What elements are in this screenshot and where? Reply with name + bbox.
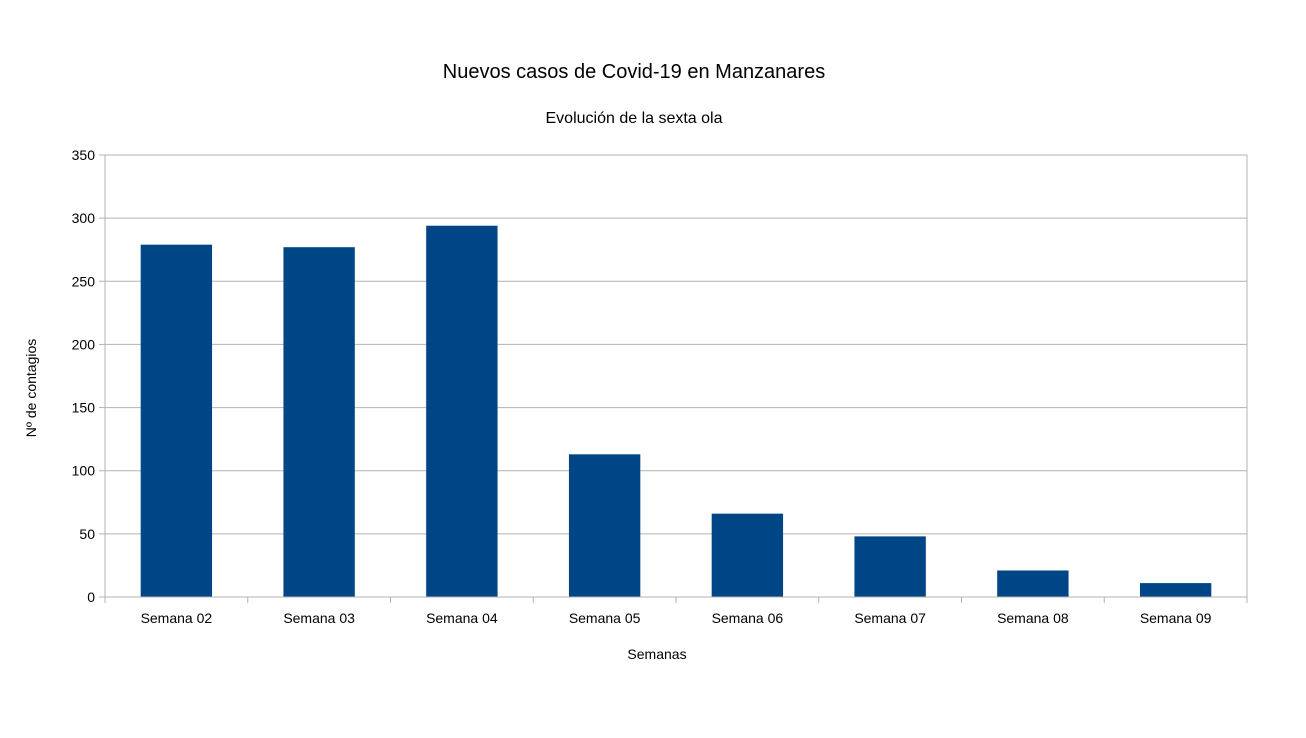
x-tick-labels: Semana 02 Semana 03 Semana 04 Semana 05 Sema… [141, 610, 1212, 626]
bar [1139, 583, 1212, 597]
y-axis-label: Nº de contagios [23, 339, 39, 438]
bar [283, 247, 355, 597]
bar [140, 244, 213, 598]
x-tick-label: Semana 07 [854, 610, 926, 626]
bar [568, 454, 641, 597]
y-tick-label: 250 [72, 273, 96, 289]
bars [140, 225, 1212, 598]
axes [99, 154, 1248, 603]
y-tick-label: 100 [72, 463, 96, 479]
bar [997, 570, 1069, 597]
y-tick-label: 50 [79, 526, 95, 542]
bar [426, 225, 498, 597]
bar [711, 513, 784, 597]
gridlines [105, 154, 1247, 535]
y-tick-label: 350 [72, 147, 96, 163]
y-tick-label: 300 [72, 210, 96, 226]
chart-title: Nuevos casos de Covid-19 en Manzanares [443, 61, 825, 83]
x-tick-label: Semana 05 [569, 610, 641, 626]
y-tick-labels: 0 50 100 150 200 250 300 350 [72, 147, 96, 605]
y-tick-label: 0 [87, 589, 95, 605]
chart-subtitle: Evolución de la sexta ola [546, 110, 723, 127]
x-tick-label: Semana 02 [141, 610, 213, 626]
x-tick-label: Semana 06 [712, 610, 784, 626]
x-tick-label: Semana 09 [1140, 610, 1212, 626]
y-tick-label: 150 [72, 400, 96, 416]
x-tick-label: Semana 04 [426, 610, 498, 626]
x-tick-label: Semana 08 [997, 610, 1069, 626]
x-tick-label: Semana 03 [283, 610, 355, 626]
bar [854, 536, 926, 597]
y-tick-label: 200 [72, 336, 96, 352]
x-axis-label: Semanas [627, 646, 686, 662]
